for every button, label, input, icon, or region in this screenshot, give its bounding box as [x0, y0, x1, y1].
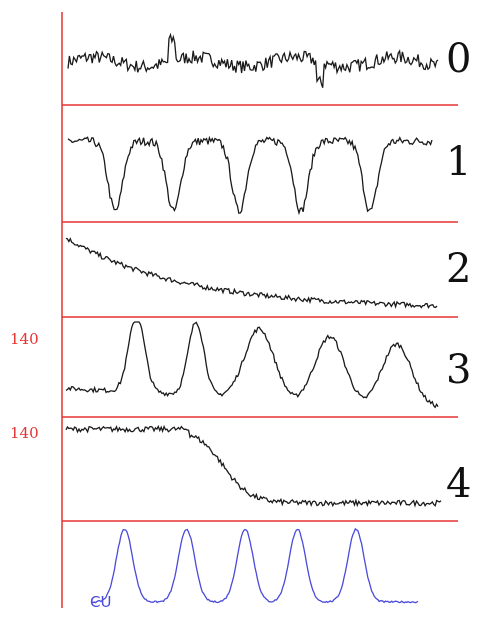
- trace-series-2: [65, 237, 438, 309]
- panel-label: 1: [446, 139, 471, 185]
- y-tick-label: 140: [10, 330, 39, 348]
- y-tick-label: 140: [10, 424, 39, 442]
- contraction-label: CU: [90, 593, 111, 611]
- panel-label: 2: [446, 246, 471, 292]
- trace-series-3: [65, 321, 439, 409]
- panel-label: 4: [446, 461, 471, 507]
- trace-series-4: [65, 424, 442, 508]
- panel-label: 3: [446, 347, 471, 393]
- trace-series-0: [67, 32, 439, 88]
- trace-series-cu: [91, 527, 419, 604]
- panel-label: 0: [446, 36, 471, 82]
- trace-series-1: [67, 135, 433, 216]
